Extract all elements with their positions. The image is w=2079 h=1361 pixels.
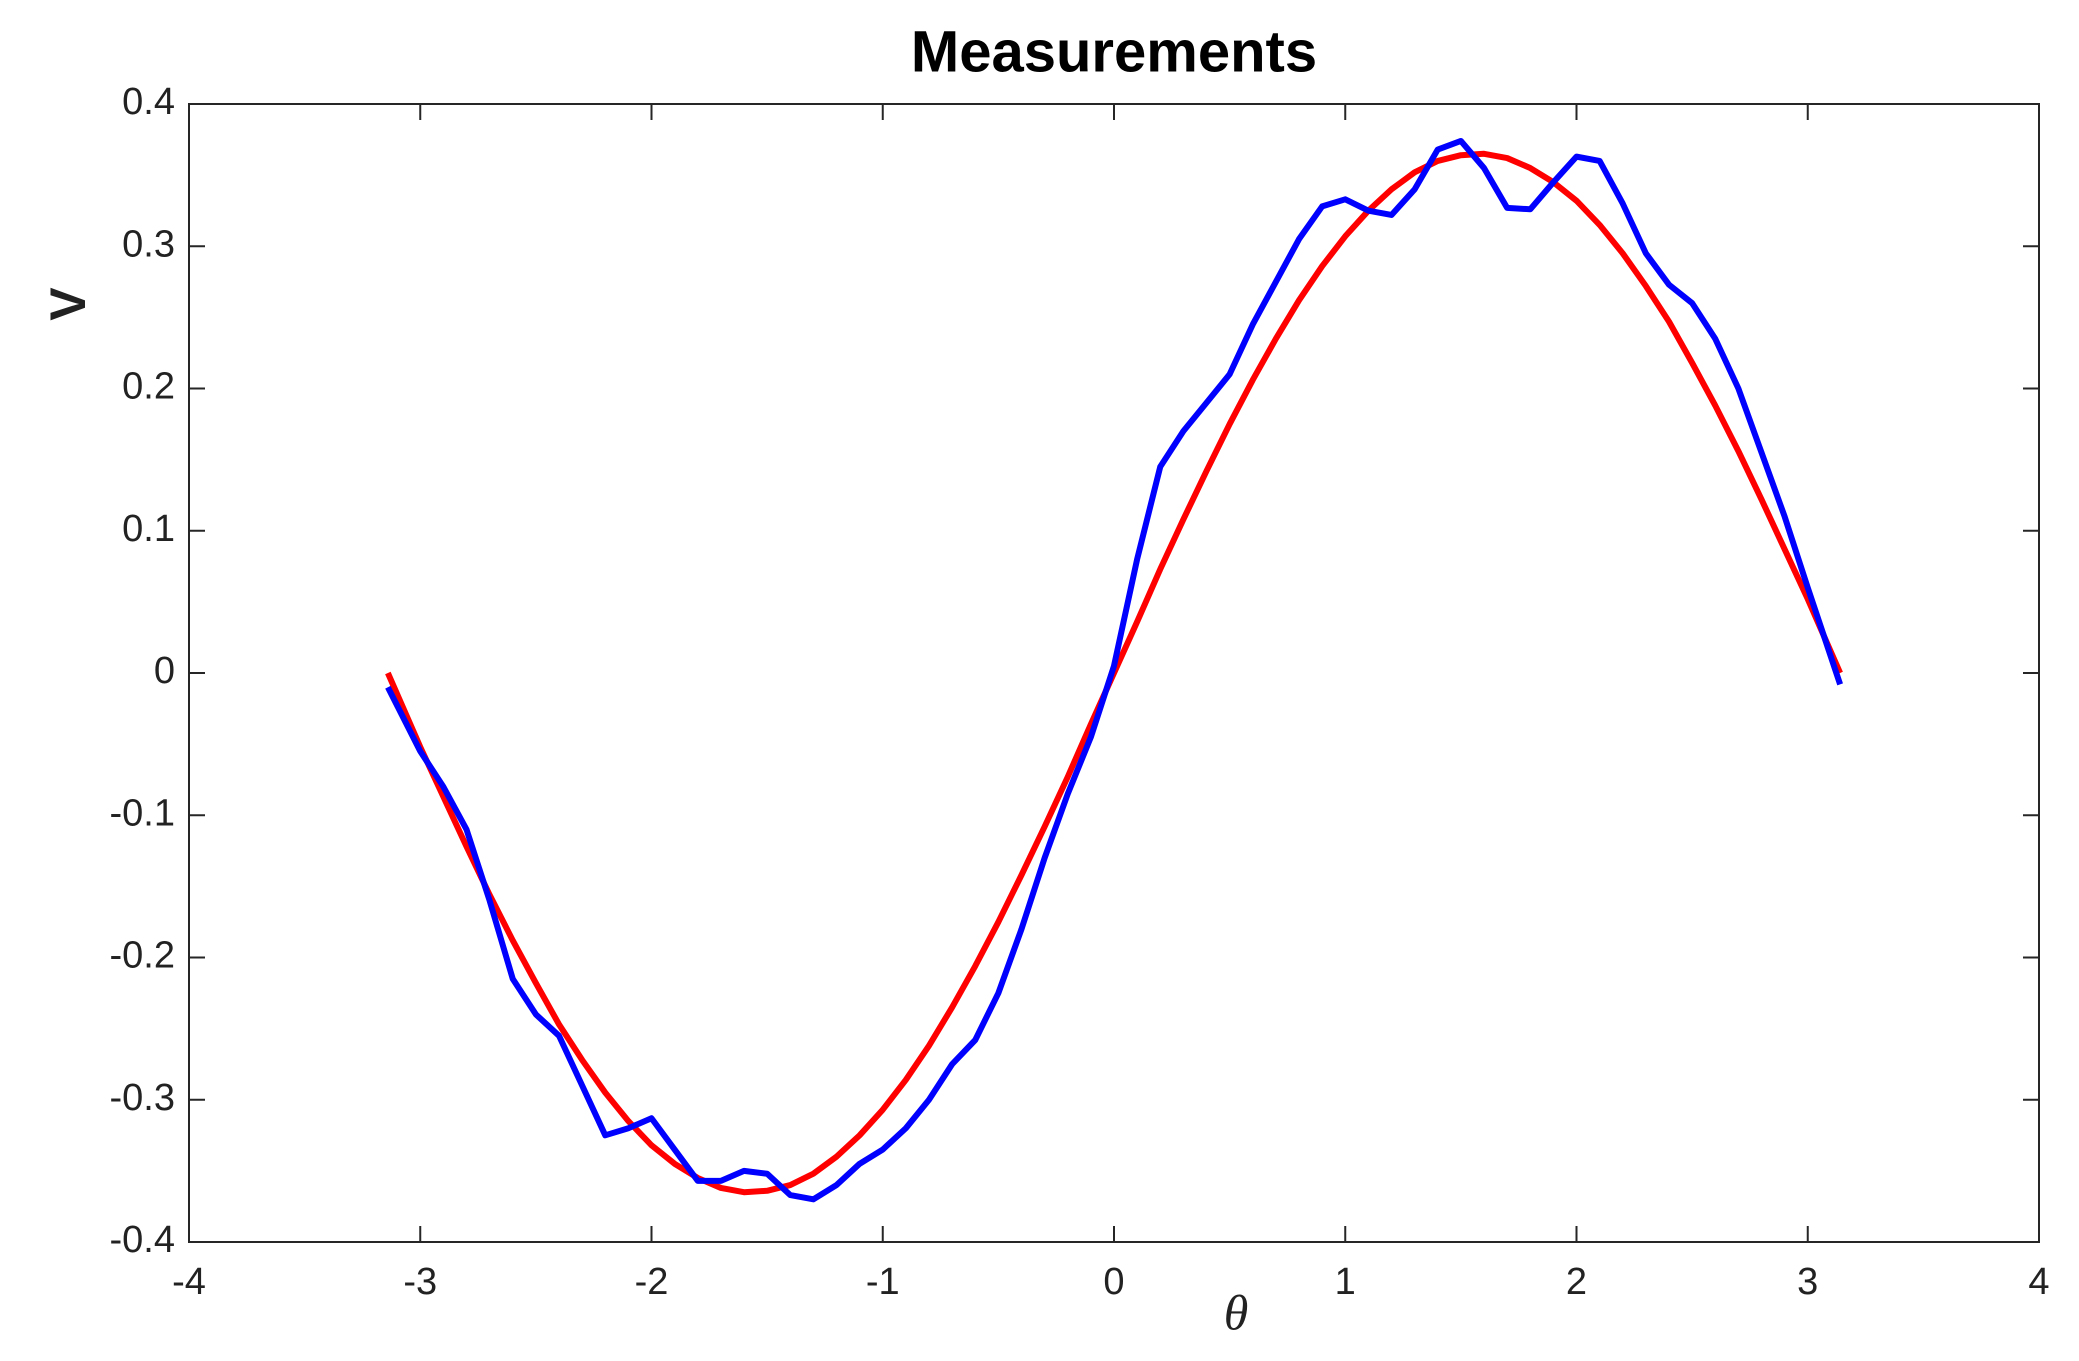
x-axis-label: θ [1224, 1284, 1249, 1340]
x-tick-label: 0 [1103, 1261, 1124, 1303]
y-tick-label: -0.3 [110, 1077, 175, 1119]
y-tick-label: 0.3 [122, 223, 175, 265]
x-tick-label: 3 [1797, 1261, 1818, 1303]
x-tick-label: -2 [635, 1261, 669, 1303]
y-tick-label: -0.2 [110, 935, 175, 977]
x-tick-label: 2 [1566, 1261, 1587, 1303]
x-tick-label: -4 [172, 1261, 206, 1303]
data-line [385, 137, 1843, 1203]
y-tick-label: 0 [154, 650, 175, 692]
x-tick-label: 4 [2028, 1261, 2049, 1303]
y-tick-label: 0.4 [122, 81, 175, 123]
y-tick-label: 0.2 [122, 366, 175, 408]
x-tick-label: -3 [403, 1261, 437, 1303]
y-tick-label: -0.4 [110, 1219, 175, 1261]
x-tick-label: -1 [866, 1261, 900, 1303]
x-tick-label: 1 [1335, 1261, 1356, 1303]
y-tick-label: -0.1 [110, 792, 175, 834]
y-axis-label: V [40, 287, 96, 321]
y-tick-label: 0.1 [122, 508, 175, 550]
chart-title: Measurements [911, 19, 1317, 84]
